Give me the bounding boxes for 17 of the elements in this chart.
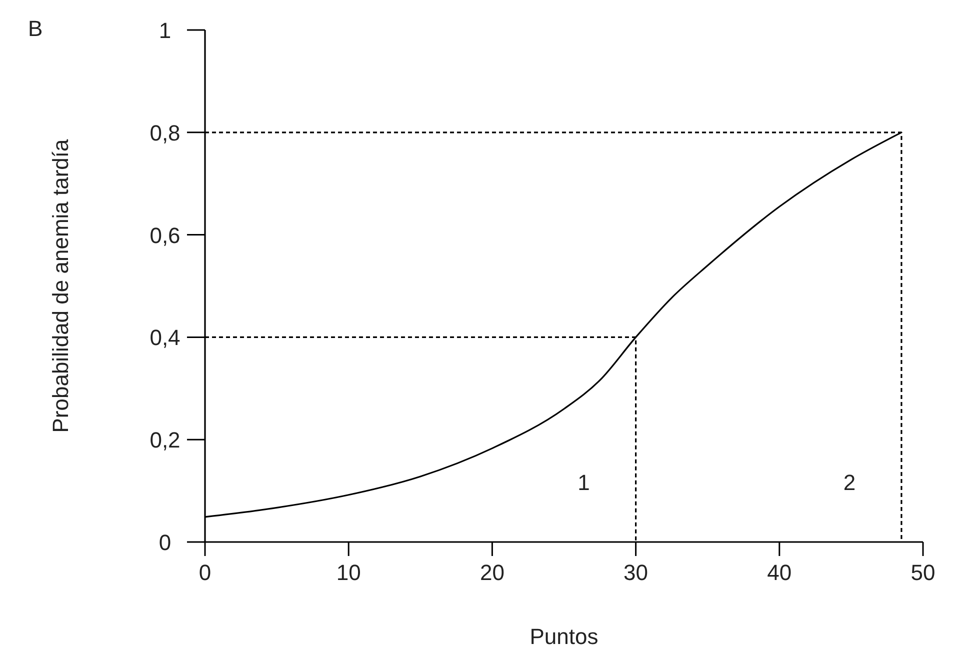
x-tick-label: 30 [624,560,648,585]
y-tick-label: 0,6 [150,222,180,248]
x-tick-label: 20 [480,560,504,585]
x-axis-title: Puntos [530,624,598,649]
annotation: 2 [843,470,856,495]
x-tick-label: 40 [767,560,792,585]
x-tick-label: 10 [336,560,361,585]
y-tick-label: 0,2 [150,428,180,453]
y-axis-title: Probabilidad de anemia tardía [48,138,73,433]
x-tick-label: 0 [198,560,212,585]
annotation: 1 [578,470,590,495]
x-tick-label: 50 [910,560,936,585]
y-tick-label: 0 [158,530,172,555]
y-tick-label: 1 [158,18,172,43]
y-tick-label: 0,8 [150,120,180,146]
y-tick-label: 0,4 [150,325,180,350]
chart-title: B [28,16,43,41]
